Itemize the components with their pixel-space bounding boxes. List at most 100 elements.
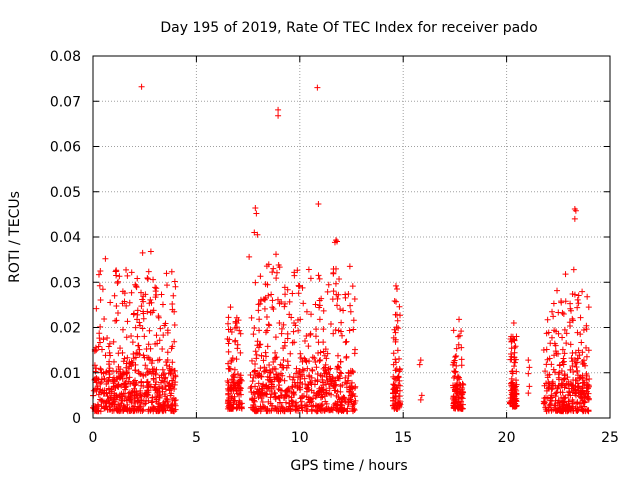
data-point — [169, 405, 176, 412]
data-point — [140, 298, 147, 305]
data-point — [132, 324, 139, 331]
data-point — [153, 396, 160, 403]
data-point — [307, 275, 314, 282]
data-point — [232, 318, 239, 325]
data-point — [562, 394, 569, 401]
data-point — [144, 275, 151, 282]
data-point — [171, 322, 178, 329]
data-point — [314, 84, 321, 91]
data-point — [552, 407, 559, 414]
data-point — [586, 376, 593, 383]
data-point — [99, 286, 106, 293]
data-point — [570, 266, 577, 273]
data-point — [320, 326, 327, 333]
data-point — [334, 374, 341, 381]
data-point — [266, 369, 273, 376]
data-point — [571, 215, 578, 222]
data-point — [230, 378, 237, 385]
data-point — [100, 336, 107, 343]
data-point — [509, 370, 516, 377]
data-point — [572, 405, 579, 412]
data-point — [281, 284, 288, 291]
data-point — [233, 324, 240, 331]
data-point — [141, 333, 148, 340]
data-point — [161, 370, 168, 377]
data-point — [248, 357, 255, 364]
data-point — [349, 406, 356, 413]
data-point — [569, 350, 576, 357]
data-point — [278, 298, 285, 305]
data-point — [272, 365, 279, 372]
data-point — [509, 333, 516, 340]
data-point — [306, 373, 313, 380]
data-point — [335, 375, 342, 382]
data-point — [138, 289, 145, 296]
data-point — [150, 276, 157, 283]
data-point — [257, 391, 264, 398]
data-point — [269, 402, 276, 409]
data-point — [94, 375, 101, 382]
data-point — [257, 273, 264, 280]
data-point — [585, 395, 592, 402]
data-point — [90, 387, 97, 394]
data-point — [510, 319, 517, 326]
data-point — [330, 404, 337, 411]
data-point — [151, 365, 158, 372]
data-point — [300, 300, 307, 307]
data-point — [289, 383, 296, 390]
data-point — [296, 282, 303, 289]
data-point — [163, 395, 170, 402]
data-point — [225, 348, 232, 355]
data-point — [392, 282, 399, 289]
data-point — [393, 286, 400, 293]
data-point — [276, 320, 283, 327]
data-point — [351, 400, 358, 407]
data-point — [347, 302, 354, 309]
data-point — [339, 381, 346, 388]
data-point — [312, 301, 319, 308]
data-point — [394, 317, 401, 324]
data-point — [315, 272, 322, 279]
data-point — [545, 329, 552, 336]
data-point — [255, 394, 262, 401]
data-point — [95, 391, 102, 398]
data-point — [567, 366, 574, 373]
data-point — [252, 279, 259, 286]
data-point — [134, 316, 141, 323]
data-point — [457, 381, 464, 388]
y-axis-ticks: 0 0.01 0.02 0.03 0.04 0.05 0.06 0.07 0.08 — [50, 49, 610, 427]
data-point — [508, 345, 515, 352]
data-point — [458, 362, 465, 369]
data-point — [572, 360, 579, 367]
data-point — [137, 403, 144, 410]
data-point — [249, 395, 256, 402]
data-point — [508, 356, 515, 363]
data-point — [160, 399, 167, 406]
data-point — [127, 394, 134, 401]
data-point — [128, 289, 135, 296]
data-point — [126, 299, 133, 306]
data-point — [314, 376, 321, 383]
data-point — [549, 308, 556, 315]
data-point — [348, 370, 355, 377]
data-point — [351, 295, 358, 302]
data-point — [162, 320, 169, 327]
data-point — [141, 391, 148, 398]
data-point — [133, 284, 140, 291]
data-point — [585, 304, 592, 311]
data-point — [171, 278, 178, 285]
data-point — [265, 321, 272, 328]
data-point — [94, 401, 101, 408]
data-point — [327, 321, 334, 328]
data-point — [558, 298, 565, 305]
data-point — [288, 398, 295, 405]
data-point — [345, 291, 352, 298]
data-point — [580, 327, 587, 334]
data-point — [172, 373, 179, 380]
data-point — [322, 361, 329, 368]
data-point — [451, 386, 458, 393]
data-point — [270, 359, 277, 366]
data-point — [229, 393, 236, 400]
data-point — [318, 402, 325, 409]
data-point — [156, 394, 163, 401]
